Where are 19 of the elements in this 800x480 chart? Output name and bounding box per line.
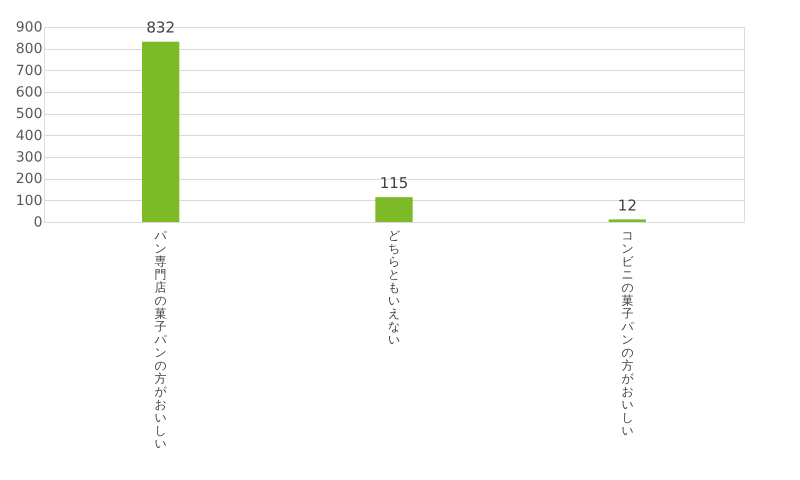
bar (142, 42, 180, 222)
data-label: 115 (380, 174, 408, 192)
bar (608, 219, 646, 222)
data-label: 12 (618, 196, 637, 214)
category-label: コンビニの菓子パンの方がおいしい (621, 228, 634, 438)
y-tick-label: 300 (16, 150, 42, 166)
bar (375, 197, 413, 222)
y-tick-label: 700 (16, 62, 42, 79)
y-tick-label: 500 (16, 106, 42, 122)
y-tick-label: 200 (16, 171, 42, 188)
y-tick-label: 600 (16, 84, 42, 100)
y-tick-label: 0 (34, 214, 42, 230)
category-label: パン専門店の菓子パンの方がおいしい (154, 228, 167, 450)
y-tick-label: 100 (16, 192, 42, 209)
data-label: 832 (146, 18, 175, 37)
y-tick-label: 800 (16, 41, 42, 58)
y-tick-label: 900 (16, 20, 42, 36)
category-label: どちらともいえない (388, 228, 400, 346)
y-tick-label: 400 (16, 128, 42, 144)
